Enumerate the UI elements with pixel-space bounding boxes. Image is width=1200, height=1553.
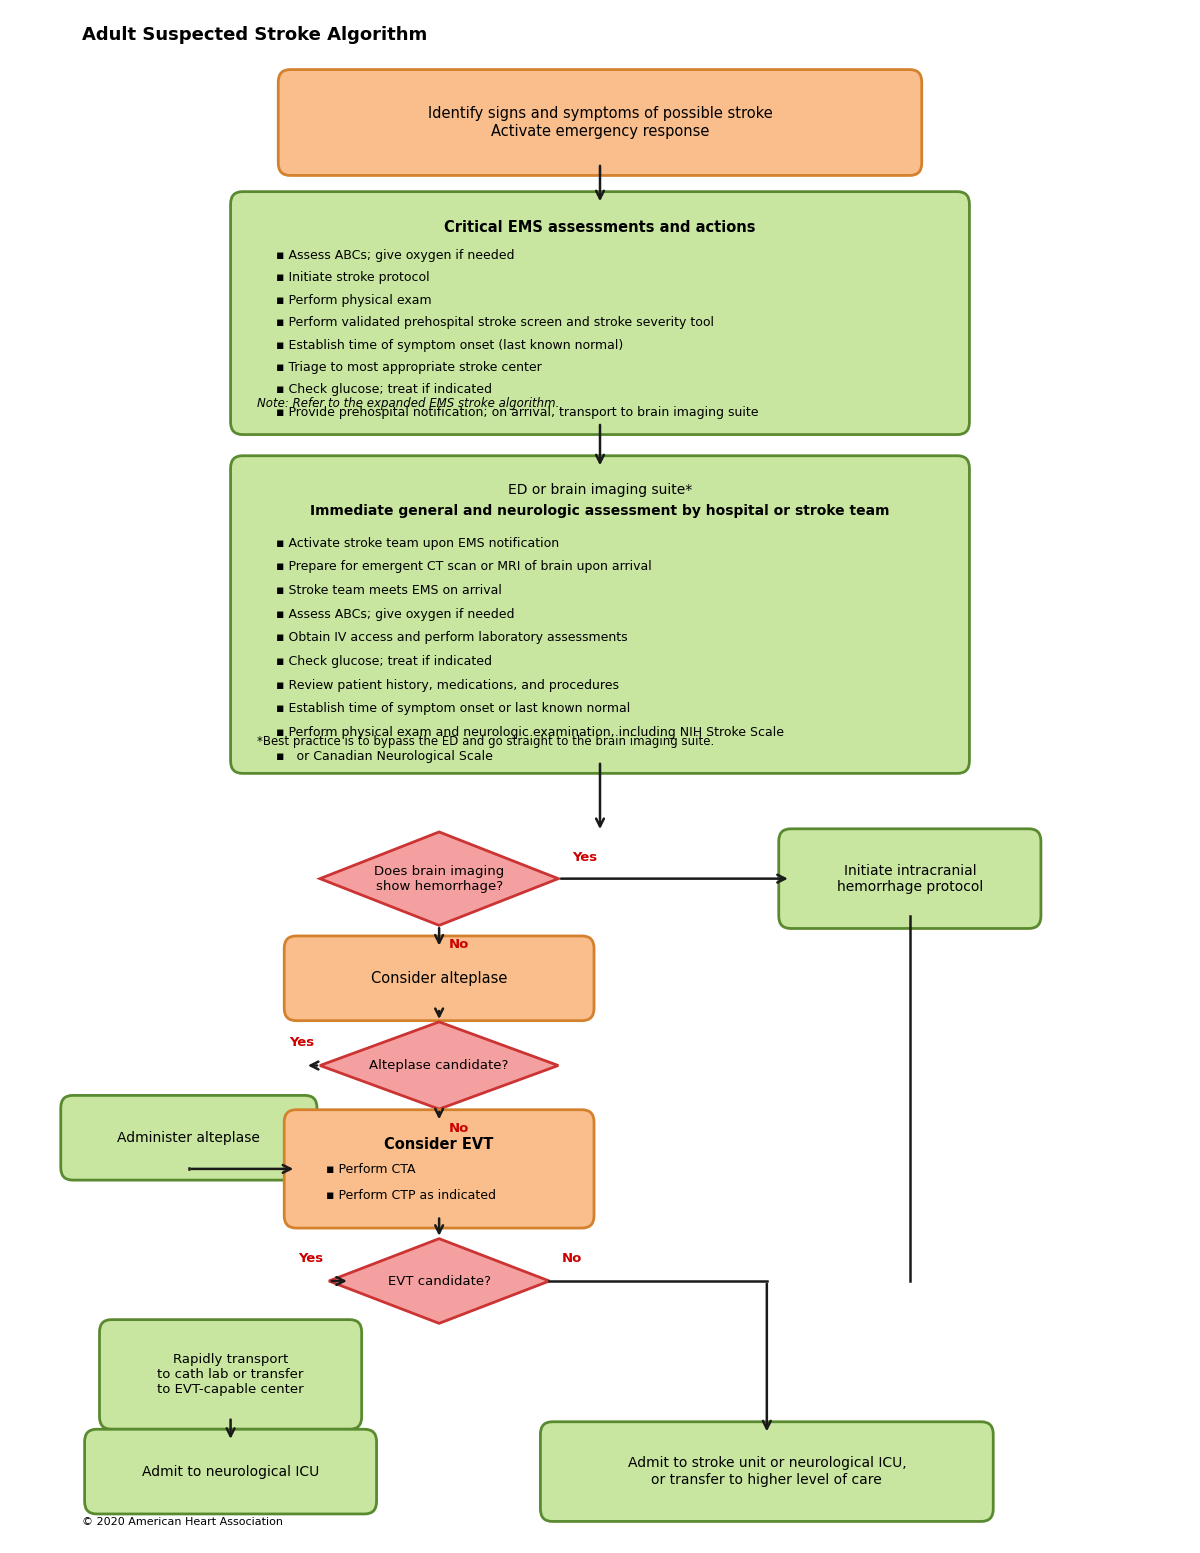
Text: Admit to stroke unit or neurological ICU,
or transfer to higher level of care: Admit to stroke unit or neurological ICU… <box>628 1457 906 1486</box>
Text: ▪ Check glucose; treat if indicated: ▪ Check glucose; treat if indicated <box>276 384 492 396</box>
Text: ▪ Perform physical exam: ▪ Perform physical exam <box>276 294 432 307</box>
FancyBboxPatch shape <box>230 455 970 773</box>
FancyBboxPatch shape <box>61 1095 317 1180</box>
Polygon shape <box>320 832 558 926</box>
Text: *Best practice is to bypass the ED and go straight to the brain imaging suite.: *Best practice is to bypass the ED and g… <box>257 736 714 749</box>
Text: Identify signs and symptoms of possible stroke
Activate emergency response: Identify signs and symptoms of possible … <box>427 106 773 138</box>
Text: ▪ Stroke team meets EMS on arrival: ▪ Stroke team meets EMS on arrival <box>276 584 502 596</box>
Text: Yes: Yes <box>298 1252 323 1264</box>
Polygon shape <box>329 1239 550 1323</box>
FancyBboxPatch shape <box>284 936 594 1020</box>
Text: Adult Suspected Stroke Algorithm: Adult Suspected Stroke Algorithm <box>82 26 427 43</box>
Text: Consider alteplase: Consider alteplase <box>371 971 508 986</box>
Text: Initiate intracranial
hemorrhage protocol: Initiate intracranial hemorrhage protoco… <box>836 863 983 893</box>
Text: EVT candidate?: EVT candidate? <box>388 1275 491 1287</box>
Text: ▪ Perform physical exam and neurologic examination, including NIH Stroke Scale: ▪ Perform physical exam and neurologic e… <box>276 727 784 739</box>
Text: © 2020 American Heart Association: © 2020 American Heart Association <box>82 1517 283 1527</box>
FancyBboxPatch shape <box>85 1429 377 1514</box>
Text: No: No <box>449 1121 469 1135</box>
Text: Immediate general and neurologic assessment by hospital or stroke team: Immediate general and neurologic assessm… <box>311 505 889 519</box>
Text: ▪ Triage to most appropriate stroke center: ▪ Triage to most appropriate stroke cent… <box>276 360 541 374</box>
FancyBboxPatch shape <box>284 1110 594 1228</box>
FancyBboxPatch shape <box>100 1320 361 1429</box>
Text: ▪ Establish time of symptom onset (last known normal): ▪ Establish time of symptom onset (last … <box>276 339 623 351</box>
FancyBboxPatch shape <box>779 829 1040 929</box>
Text: ▪ Check glucose; treat if indicated: ▪ Check glucose; treat if indicated <box>276 655 492 668</box>
Text: Consider EVT: Consider EVT <box>384 1137 494 1152</box>
Text: ▪ Obtain IV access and perform laboratory assessments: ▪ Obtain IV access and perform laborator… <box>276 632 628 644</box>
Polygon shape <box>320 1022 558 1109</box>
Text: Admit to neurological ICU: Admit to neurological ICU <box>142 1464 319 1478</box>
Text: Rapidly transport
to cath lab or transfer
to EVT-capable center: Rapidly transport to cath lab or transfe… <box>157 1353 304 1396</box>
Text: Critical EMS assessments and actions: Critical EMS assessments and actions <box>444 221 756 236</box>
Text: ▪ Prepare for emergent CT scan or MRI of brain upon arrival: ▪ Prepare for emergent CT scan or MRI of… <box>276 561 652 573</box>
Text: ▪ Perform CTP as indicated: ▪ Perform CTP as indicated <box>326 1190 496 1202</box>
Text: ▪ Review patient history, medications, and procedures: ▪ Review patient history, medications, a… <box>276 679 619 691</box>
Text: ▪ Initiate stroke protocol: ▪ Initiate stroke protocol <box>276 272 430 284</box>
Text: ▪ Activate stroke team upon EMS notification: ▪ Activate stroke team upon EMS notifica… <box>276 537 559 550</box>
Text: ▪ Perform validated prehospital stroke screen and stroke severity tool: ▪ Perform validated prehospital stroke s… <box>276 317 714 329</box>
Text: Alteplase candidate?: Alteplase candidate? <box>370 1059 509 1072</box>
Text: ▪   or Canadian Neurological Scale: ▪ or Canadian Neurological Scale <box>276 750 493 763</box>
Text: Yes: Yes <box>289 1036 314 1050</box>
Text: Administer alteplase: Administer alteplase <box>118 1131 260 1145</box>
Text: ▪ Provide prehospital notification; on arrival, transport to brain imaging suite: ▪ Provide prehospital notification; on a… <box>276 405 758 419</box>
FancyBboxPatch shape <box>278 70 922 175</box>
Text: ▪ Assess ABCs; give oxygen if needed: ▪ Assess ABCs; give oxygen if needed <box>276 607 515 621</box>
Text: Yes: Yes <box>572 851 598 863</box>
Text: ▪ Establish time of symptom onset or last known normal: ▪ Establish time of symptom onset or las… <box>276 702 630 716</box>
Text: ▪ Perform CTA: ▪ Perform CTA <box>326 1163 415 1176</box>
Text: Note: Refer to the expanded EMS stroke algorithm.: Note: Refer to the expanded EMS stroke a… <box>257 396 559 410</box>
Text: ▪ Assess ABCs; give oxygen if needed: ▪ Assess ABCs; give oxygen if needed <box>276 248 515 262</box>
Text: ED or brain imaging suite*: ED or brain imaging suite* <box>508 483 692 497</box>
FancyBboxPatch shape <box>230 191 970 435</box>
FancyBboxPatch shape <box>540 1423 994 1522</box>
Text: No: No <box>449 938 469 950</box>
Text: No: No <box>562 1252 582 1264</box>
Text: Does brain imaging
show hemorrhage?: Does brain imaging show hemorrhage? <box>374 865 504 893</box>
